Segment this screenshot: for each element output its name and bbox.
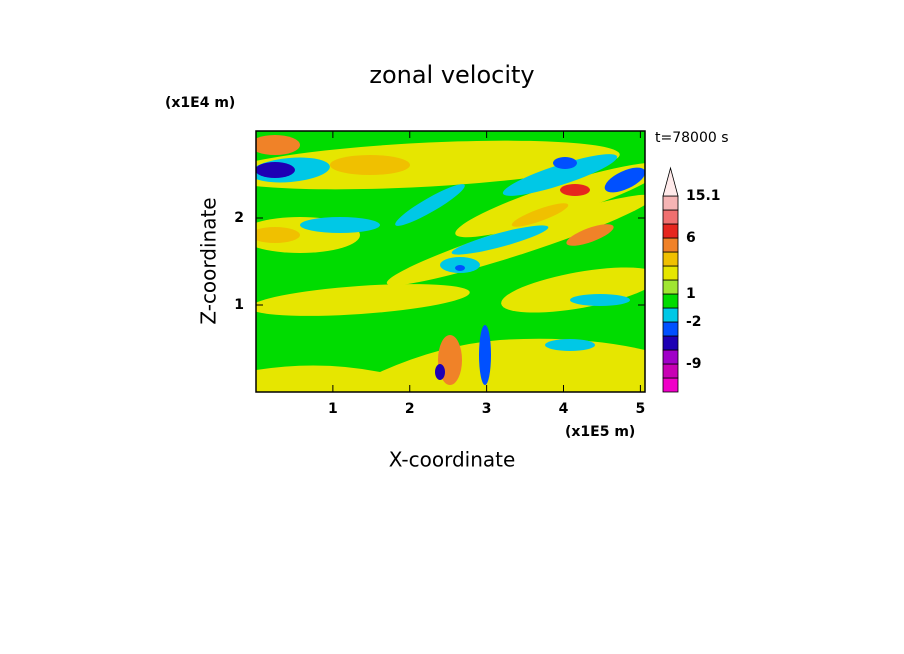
time-label: t=78000 s xyxy=(655,130,729,146)
y-axis-label: Z-coordinate xyxy=(197,197,221,324)
x-tick-label: 4 xyxy=(559,401,569,417)
colorbar-label: -9 xyxy=(686,356,702,372)
x-tick-label: 1 xyxy=(328,401,338,417)
colorbar-segment xyxy=(662,307,679,323)
x-unit: (x1E5 m) xyxy=(565,424,635,440)
colorbar-segment xyxy=(662,279,679,295)
plot-frame xyxy=(255,130,646,393)
colorbar-segment xyxy=(662,321,679,337)
colorbar-label: 1 xyxy=(686,286,696,302)
colorbar-segment xyxy=(662,349,679,365)
x-axis-label: X-coordinate xyxy=(389,448,516,472)
colorbar-segment xyxy=(662,265,679,281)
x-tick-label: 3 xyxy=(482,401,492,417)
colorbar-extend xyxy=(662,166,679,197)
y-tick-label: 2 xyxy=(234,210,244,226)
colorbar-segment xyxy=(662,335,679,351)
colorbar-segment xyxy=(662,251,679,267)
colorbar-label: 15.1 xyxy=(686,188,721,204)
colorbar-segment xyxy=(662,195,679,211)
colorbar-segment xyxy=(662,223,679,239)
contour-field xyxy=(256,131,645,392)
colorbar-segment xyxy=(662,377,679,393)
x-tick-label: 2 xyxy=(405,401,415,417)
y-unit: (x1E4 m) xyxy=(165,95,235,111)
colorbar-label: -2 xyxy=(686,314,702,330)
colorbar-segment xyxy=(662,293,679,309)
colorbar-segment xyxy=(662,363,679,379)
x-tick-label: 5 xyxy=(636,401,646,417)
colorbar-label: 6 xyxy=(686,230,696,246)
colorbar-segment xyxy=(662,209,679,225)
colorbar-segment xyxy=(662,237,679,253)
y-tick-label: 1 xyxy=(234,297,244,313)
chart-title: zonal velocity xyxy=(369,61,534,89)
